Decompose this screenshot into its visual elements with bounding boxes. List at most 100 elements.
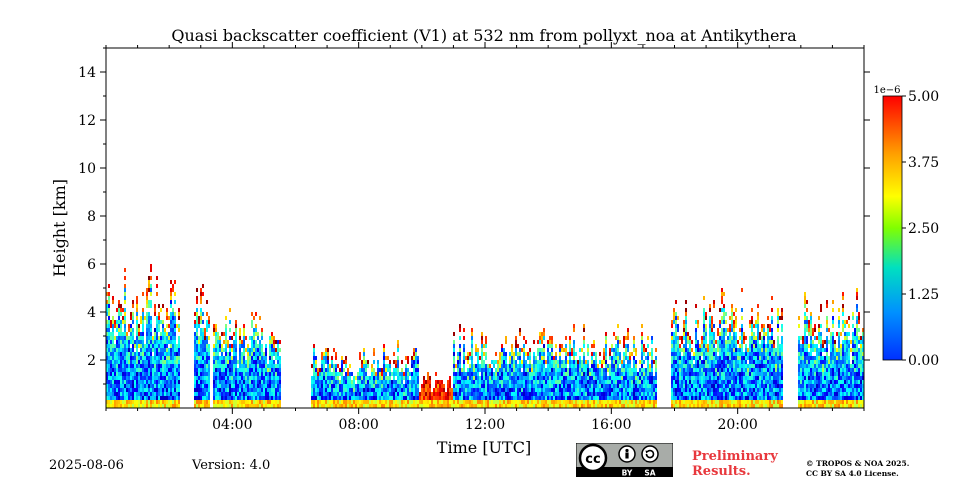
heatmap-cell xyxy=(221,396,223,400)
heatmap-cell xyxy=(108,400,110,404)
heatmap-cell xyxy=(329,400,331,404)
heatmap-cell xyxy=(517,372,519,376)
heatmap-cell xyxy=(685,344,687,348)
heatmap-cell xyxy=(577,376,579,380)
heatmap-cell xyxy=(371,388,373,392)
heatmap-cell xyxy=(715,368,717,372)
heatmap-cell xyxy=(361,400,363,404)
heatmap-cell xyxy=(717,360,719,364)
heatmap-cell xyxy=(541,348,543,352)
heatmap-cell xyxy=(265,380,267,384)
heatmap-cell xyxy=(577,384,579,388)
heatmap-cell xyxy=(745,388,747,392)
heatmap-cell xyxy=(619,388,621,392)
heatmap-cell xyxy=(110,400,112,404)
heatmap-cell xyxy=(106,368,108,372)
heatmap-cell xyxy=(194,372,196,376)
heatmap-cell xyxy=(705,388,707,392)
heatmap-cell xyxy=(347,376,349,380)
heatmap-cell xyxy=(759,380,761,384)
heatmap-cell xyxy=(110,380,112,384)
heatmap-cell xyxy=(403,384,405,388)
heatmap-cell xyxy=(517,352,519,356)
heatmap-cell xyxy=(146,320,148,324)
heatmap-cell xyxy=(267,400,269,404)
heatmap-cell xyxy=(124,364,126,368)
heatmap-cell xyxy=(383,380,385,384)
heatmap-cell xyxy=(731,368,733,372)
heatmap-cell xyxy=(136,380,138,384)
heatmap-cell xyxy=(267,380,269,384)
heatmap-cell xyxy=(459,336,461,340)
heatmap-cell xyxy=(457,356,459,360)
heatmap-cell xyxy=(611,392,613,396)
heatmap-cell xyxy=(649,400,651,404)
heatmap-cell xyxy=(279,388,281,392)
heatmap-cell xyxy=(373,392,375,396)
heatmap-cell xyxy=(705,336,707,340)
heatmap-cell xyxy=(225,384,227,388)
heatmap-cell xyxy=(144,404,146,408)
heatmap-cell xyxy=(611,380,613,384)
heatmap-cell xyxy=(565,336,567,340)
heatmap-cell xyxy=(475,400,477,404)
heatmap-cell xyxy=(717,376,719,380)
heatmap-cell xyxy=(501,356,503,360)
heatmap-cell xyxy=(689,344,691,348)
heatmap-cell xyxy=(507,404,509,408)
heatmap-cell xyxy=(523,352,525,356)
heatmap-cell xyxy=(146,400,148,404)
heatmap-cell xyxy=(136,296,138,300)
heatmap-cell xyxy=(204,380,206,384)
heatmap-cell xyxy=(515,384,517,388)
heatmap-cell xyxy=(106,364,108,368)
heatmap-cell xyxy=(108,368,110,372)
heatmap-cell xyxy=(567,388,569,392)
heatmap-cell xyxy=(114,384,116,388)
heatmap-cell xyxy=(142,344,144,348)
heatmap-cell xyxy=(673,384,675,388)
heatmap-cell xyxy=(217,388,219,392)
heatmap-cell xyxy=(383,364,385,368)
heatmap-cell xyxy=(707,356,709,360)
heatmap-cell xyxy=(134,380,136,384)
heatmap-cell xyxy=(156,340,158,344)
heatmap-cell xyxy=(273,348,275,352)
heatmap-cell xyxy=(621,396,623,400)
heatmap-cell xyxy=(389,364,391,368)
heatmap-cell xyxy=(467,404,469,408)
heatmap-cell xyxy=(515,344,517,348)
heatmap-cell xyxy=(763,340,765,344)
heatmap-cell xyxy=(225,336,227,340)
heatmap-cell xyxy=(583,360,585,364)
heatmap-cell xyxy=(126,400,128,404)
heatmap-cell xyxy=(124,352,126,356)
heatmap-cell xyxy=(196,356,198,360)
heatmap-cell xyxy=(479,380,481,384)
heatmap-cell xyxy=(106,388,108,392)
heatmap-cell xyxy=(719,400,721,404)
heatmap-cell xyxy=(731,392,733,396)
heatmap-cell xyxy=(202,372,204,376)
heatmap-cell xyxy=(106,344,108,348)
heatmap-cell xyxy=(485,404,487,408)
heatmap-cell xyxy=(757,348,759,352)
heatmap-cell xyxy=(347,400,349,404)
heatmap-cell xyxy=(515,340,517,344)
heatmap-cell xyxy=(653,404,655,408)
heatmap-cell xyxy=(645,368,647,372)
heatmap-cell xyxy=(213,392,215,396)
heatmap-cell xyxy=(154,360,156,364)
heatmap-cell xyxy=(225,348,227,352)
heatmap-cell xyxy=(200,344,202,348)
heatmap-cell xyxy=(549,380,551,384)
heatmap-cell xyxy=(393,388,395,392)
heatmap-cell xyxy=(459,368,461,372)
heatmap-cell xyxy=(443,400,445,404)
heatmap-cell xyxy=(200,308,202,312)
heatmap-cell xyxy=(767,364,769,368)
heatmap-cell xyxy=(587,388,589,392)
heatmap-cell xyxy=(128,356,130,360)
heatmap-cell xyxy=(473,368,475,372)
heatmap-cell xyxy=(415,356,417,360)
